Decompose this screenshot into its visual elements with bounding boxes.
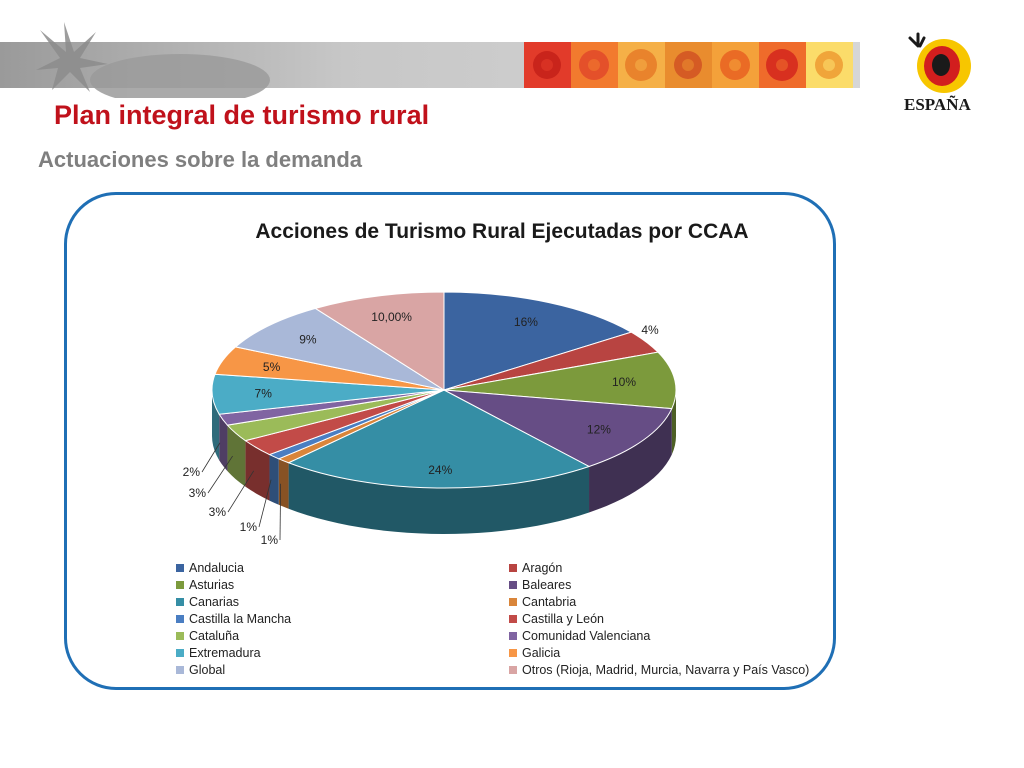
legend-item: Canarias xyxy=(176,594,509,610)
legend-item: Comunidad Valenciana xyxy=(509,628,826,644)
pie-label: 4% xyxy=(641,323,659,337)
legend-item: Aragón xyxy=(509,560,826,576)
leader-line xyxy=(258,479,272,528)
legend-swatch xyxy=(176,649,184,657)
pie-label: 16% xyxy=(514,315,538,329)
logo-text: ESPAÑA xyxy=(904,95,971,114)
espana-sun-logo-icon: ESPAÑA xyxy=(904,32,971,114)
legend-swatch xyxy=(509,666,517,674)
pie-slice-global xyxy=(234,307,445,391)
sun-tile-icon xyxy=(524,42,571,88)
pie-label: 7% xyxy=(255,386,273,400)
legend-label: Otros (Rioja, Madrid, Murcia, Navarra y … xyxy=(522,663,810,677)
legend-item: Galicia xyxy=(509,645,826,661)
pie-side-cantabria xyxy=(278,458,289,509)
legend-item: Asturias xyxy=(176,577,509,593)
pie-slice-baleares xyxy=(443,389,673,468)
legend-swatch xyxy=(176,564,184,572)
pie-label: 10% xyxy=(612,375,636,389)
legend-label: Baleares xyxy=(522,578,572,592)
sun-tile-icon xyxy=(759,42,806,88)
pie-slice-otros-rioja-madrid-murcia-navarra-y-pa-s-vasco- xyxy=(314,291,445,391)
pie-label: 2% xyxy=(183,465,201,479)
pie-side-canarias xyxy=(288,462,590,534)
legend-label: Castilla y León xyxy=(522,612,604,626)
leader-line xyxy=(227,470,255,513)
leader-line xyxy=(201,442,221,473)
legend-label: Asturias xyxy=(189,578,235,592)
pie-slices xyxy=(211,291,677,489)
pie-side-comunidad-valenciana xyxy=(219,414,228,472)
legend-item: Castilla y León xyxy=(509,611,826,627)
leader-line xyxy=(207,455,233,494)
page-subtitle: Actuaciones sobre la demanda xyxy=(38,147,362,172)
legend-item: Castilla la Mancha xyxy=(176,611,509,627)
legend-swatch xyxy=(509,615,517,623)
pie-side-castilla-y-le-n xyxy=(245,440,270,501)
legend-label: Galicia xyxy=(522,646,561,660)
legend-item: Cantabria xyxy=(509,594,826,610)
legend-swatch xyxy=(509,581,517,589)
pie-label: 1% xyxy=(261,533,279,547)
pie-slice-andalucia xyxy=(443,291,633,391)
pie-label: 9% xyxy=(299,333,317,347)
chart-title: Acciones de Turismo Rural Ejecutadas por… xyxy=(255,220,749,243)
legend-swatch xyxy=(176,615,184,623)
legend-swatch xyxy=(509,598,517,606)
legend-swatch xyxy=(509,649,517,657)
legend-item: Andalucia xyxy=(176,560,509,576)
chart-legend: Andalucia Aragón Asturias Baleares Canarias C… xyxy=(176,560,826,678)
legend-swatch xyxy=(176,632,184,640)
pie-label: 1% xyxy=(240,520,258,534)
pie-sides xyxy=(212,390,676,534)
legend-label: Castilla la Mancha xyxy=(189,612,292,626)
pie-label: 24% xyxy=(428,463,452,477)
pie-label: 3% xyxy=(209,505,227,519)
legend-item: Extremadura xyxy=(176,645,509,661)
legend-swatch xyxy=(176,581,184,589)
legend-label: Canarias xyxy=(189,595,240,609)
pie-side-extremadura xyxy=(212,390,220,461)
legend-label: Global xyxy=(189,663,226,677)
pie-side-castilla-la-mancha xyxy=(269,454,279,505)
legend-swatch xyxy=(176,666,184,674)
legend-item: Cataluña xyxy=(176,628,509,644)
sun-tile-icon xyxy=(806,42,853,88)
legend-swatch xyxy=(509,564,517,572)
sun-tiles-strip xyxy=(524,42,853,88)
pie-label: 3% xyxy=(189,486,207,500)
page-title: Plan integral de turismo rural xyxy=(54,100,430,130)
pie-label: 5% xyxy=(263,360,281,374)
legend-label: Cataluña xyxy=(189,629,240,643)
pie-labels: 16% 4% 10% 12% 24% 1%1% 3%3% 2% 7% 5% 9% 10,00% xyxy=(183,310,659,547)
legend-swatch xyxy=(509,632,517,640)
header-sun-shape-icon xyxy=(36,22,270,98)
legend-label: Cantabria xyxy=(522,595,577,609)
legend-label: Aragón xyxy=(522,561,563,575)
legend-item: Otros (Rioja, Madrid, Murcia, Navarra y … xyxy=(509,662,826,678)
pie-side-catalu-a xyxy=(227,425,246,487)
legend-label: Comunidad Valenciana xyxy=(522,629,651,643)
legend-item: Global xyxy=(176,662,509,678)
legend-item: Baleares xyxy=(509,577,826,593)
pie-label: 12% xyxy=(587,423,611,437)
sun-tile-icon xyxy=(618,42,665,88)
sun-tile-icon xyxy=(571,42,618,88)
leader-line xyxy=(279,483,282,541)
legend-label: Extremadura xyxy=(189,646,261,660)
pie-slice-canarias xyxy=(287,389,591,489)
sun-tile-icon xyxy=(665,42,712,88)
legend-swatch xyxy=(176,598,184,606)
espana-logo: ESPAÑA xyxy=(896,28,986,120)
pie-label: 10,00% xyxy=(371,310,412,324)
sun-tile-icon xyxy=(712,42,759,88)
legend-label: Andalucia xyxy=(189,561,244,575)
